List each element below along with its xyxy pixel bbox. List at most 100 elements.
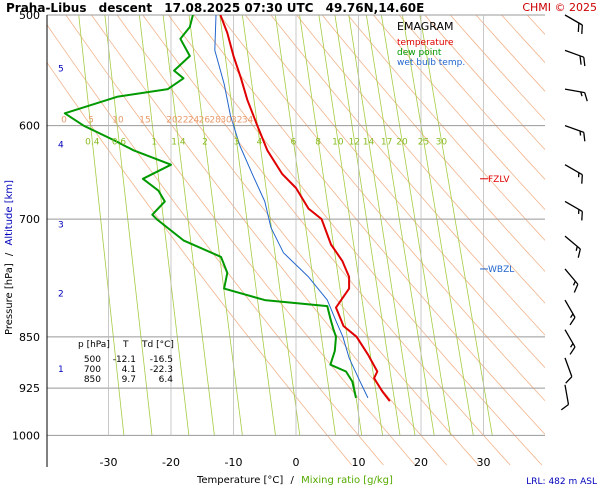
wind-barb-staff xyxy=(565,358,572,377)
mixing-ratio-line xyxy=(311,0,382,435)
mixing-ratio-label: 14 xyxy=(363,137,375,147)
mixing-ratio-label: 8 xyxy=(315,137,321,147)
mixing-ratio-label: 2 xyxy=(202,137,208,147)
wind-barb-staff xyxy=(565,201,582,211)
wind-barb-staff xyxy=(565,50,584,57)
table-header-td: Td [°C] xyxy=(141,340,174,350)
levels-table: p [hPa] T Td [°C] 500 -12.1 -16.5 700 4.… xyxy=(78,340,174,385)
table-cell-p-850: 850 xyxy=(84,375,101,385)
wind-barb xyxy=(562,50,587,66)
mixing-ratio-label: 6 xyxy=(290,137,296,147)
wind-barb-flag xyxy=(561,405,570,410)
dry-adiabat-line xyxy=(81,0,478,465)
wind-barb-staff xyxy=(565,165,582,175)
sounding-mode: descent xyxy=(99,1,153,15)
table-cell-td-700: -22.3 xyxy=(150,365,173,375)
dry-adiabat-line xyxy=(457,0,600,465)
dry-adiabat-line xyxy=(106,0,510,465)
chart-title: Praha-Libus descent 17.08.2025 07:30 UTC… xyxy=(6,1,424,15)
dry-adiabat-line xyxy=(56,0,447,465)
mixing-ratio-label: 4 xyxy=(257,137,263,147)
temperature-tick-label: -10 xyxy=(225,456,243,469)
table-cell-t-500: -12.1 xyxy=(113,355,136,365)
dry-adiabat-label: 32 xyxy=(231,116,242,126)
mixing-ratio-label: 17 xyxy=(381,137,392,147)
wind-barb-flag xyxy=(568,347,577,354)
mixing-ratio-label: 30 xyxy=(436,137,448,147)
dry-adiabat-line xyxy=(331,0,600,465)
station-coords: 49.76N,14.60E xyxy=(326,1,425,15)
legend-item-temperature: temperature xyxy=(397,38,454,48)
wind-barb-staff xyxy=(565,300,575,317)
wind-barb-flag xyxy=(568,317,577,324)
x-axis-title: Temperature [°C] / Mixing ratio [g/kg] xyxy=(196,475,393,486)
dry-adiabat-label: 10 xyxy=(112,116,124,126)
mixing-ratio-line xyxy=(268,0,335,435)
wind-barb-staff xyxy=(565,89,585,92)
y-axis-title: Pressure [hPa] / Altitude [km] xyxy=(4,180,15,335)
table-cell-p-700: 700 xyxy=(84,365,101,375)
mixing-ratio-line xyxy=(213,0,275,435)
wind-barb-flag xyxy=(578,175,585,184)
mixing-ratio-label: 3 xyxy=(234,137,240,147)
dry-adiabat-line xyxy=(407,0,600,465)
temperature-tick-label: 30 xyxy=(477,456,491,469)
pressure-tick-label: 850 xyxy=(19,331,40,344)
pressure-tick-label: 700 xyxy=(19,213,40,226)
table-header-p: p [hPa] xyxy=(78,340,110,350)
wind-barb-flag xyxy=(578,25,585,34)
legend: EMAGRAM temperature dew point wet bulb t… xyxy=(397,20,465,68)
wind-barb-staff xyxy=(565,330,575,347)
pressure-tick-label: 1000 xyxy=(12,429,40,442)
dry-adiabat-label: 15 xyxy=(139,116,150,126)
wind-barb-staff xyxy=(565,269,578,284)
wind-barb xyxy=(558,300,577,325)
legend-title: EMAGRAM xyxy=(397,20,454,33)
dry-adiabat-line xyxy=(131,0,542,465)
dry-adiabat-label: 0 xyxy=(61,116,67,126)
temperature-tick-label: 0 xyxy=(293,456,300,469)
legend-item-dew-point: dew point xyxy=(397,48,442,58)
mixing-ratio-label: 25 xyxy=(418,137,429,147)
wind-barb xyxy=(558,330,577,355)
wbzl-label: WBZL xyxy=(488,265,514,275)
wind-barb xyxy=(562,126,587,142)
sounding-datetime: 17.08.2025 07:30 UTC xyxy=(164,1,313,15)
wind-barb xyxy=(561,165,586,184)
temperature-tick-label: -20 xyxy=(162,456,180,469)
mixing-ratio-label: 10 xyxy=(332,137,344,147)
table-cell-td-500: -16.5 xyxy=(150,355,173,365)
fzlv-label: FZLV xyxy=(488,175,510,185)
dry-adiabat-line xyxy=(532,0,600,465)
wind-barbs xyxy=(557,15,589,410)
wind-barb-flag xyxy=(581,57,587,66)
dry-adiabats xyxy=(0,0,600,465)
pressure-tick-label: 925 xyxy=(19,382,40,395)
y-axis-label-separator: / xyxy=(4,252,15,256)
pressure-tick-label: 600 xyxy=(19,120,40,133)
dry-adiabat-line xyxy=(281,0,600,465)
dry-adiabat-line xyxy=(432,0,600,465)
table-cell-t-700: 4.1 xyxy=(122,365,136,375)
temperature-tick-label: 20 xyxy=(414,456,428,469)
copyright: CHMI © 2025 xyxy=(522,1,597,14)
temperature-profile-line xyxy=(220,15,389,401)
dry-adiabat-line xyxy=(156,0,573,465)
wind-barb xyxy=(561,201,586,220)
mixing-ratio-label: 12 xyxy=(349,137,360,147)
mixing-ratio-label: 0.6 xyxy=(112,137,127,147)
altitude-tick-label: 5 xyxy=(58,64,64,74)
dry-adiabat-line xyxy=(306,0,600,465)
wind-barb xyxy=(564,89,589,101)
x-axis-label-temperature: Temperature [°C] xyxy=(196,475,283,486)
y-axis-label-altitude: Altitude [km] xyxy=(4,180,15,246)
dry-adiabat-label: 22 xyxy=(177,116,188,126)
table-cell-t-850: 9.7 xyxy=(122,375,136,385)
mixing-ratio-label: 0.4 xyxy=(85,137,100,147)
table-cell-td-850: 6.4 xyxy=(159,375,174,385)
dry-adiabat-label: 5 xyxy=(88,116,94,126)
altitude-tick-label: 1 xyxy=(58,365,64,375)
wind-barb xyxy=(557,385,569,410)
